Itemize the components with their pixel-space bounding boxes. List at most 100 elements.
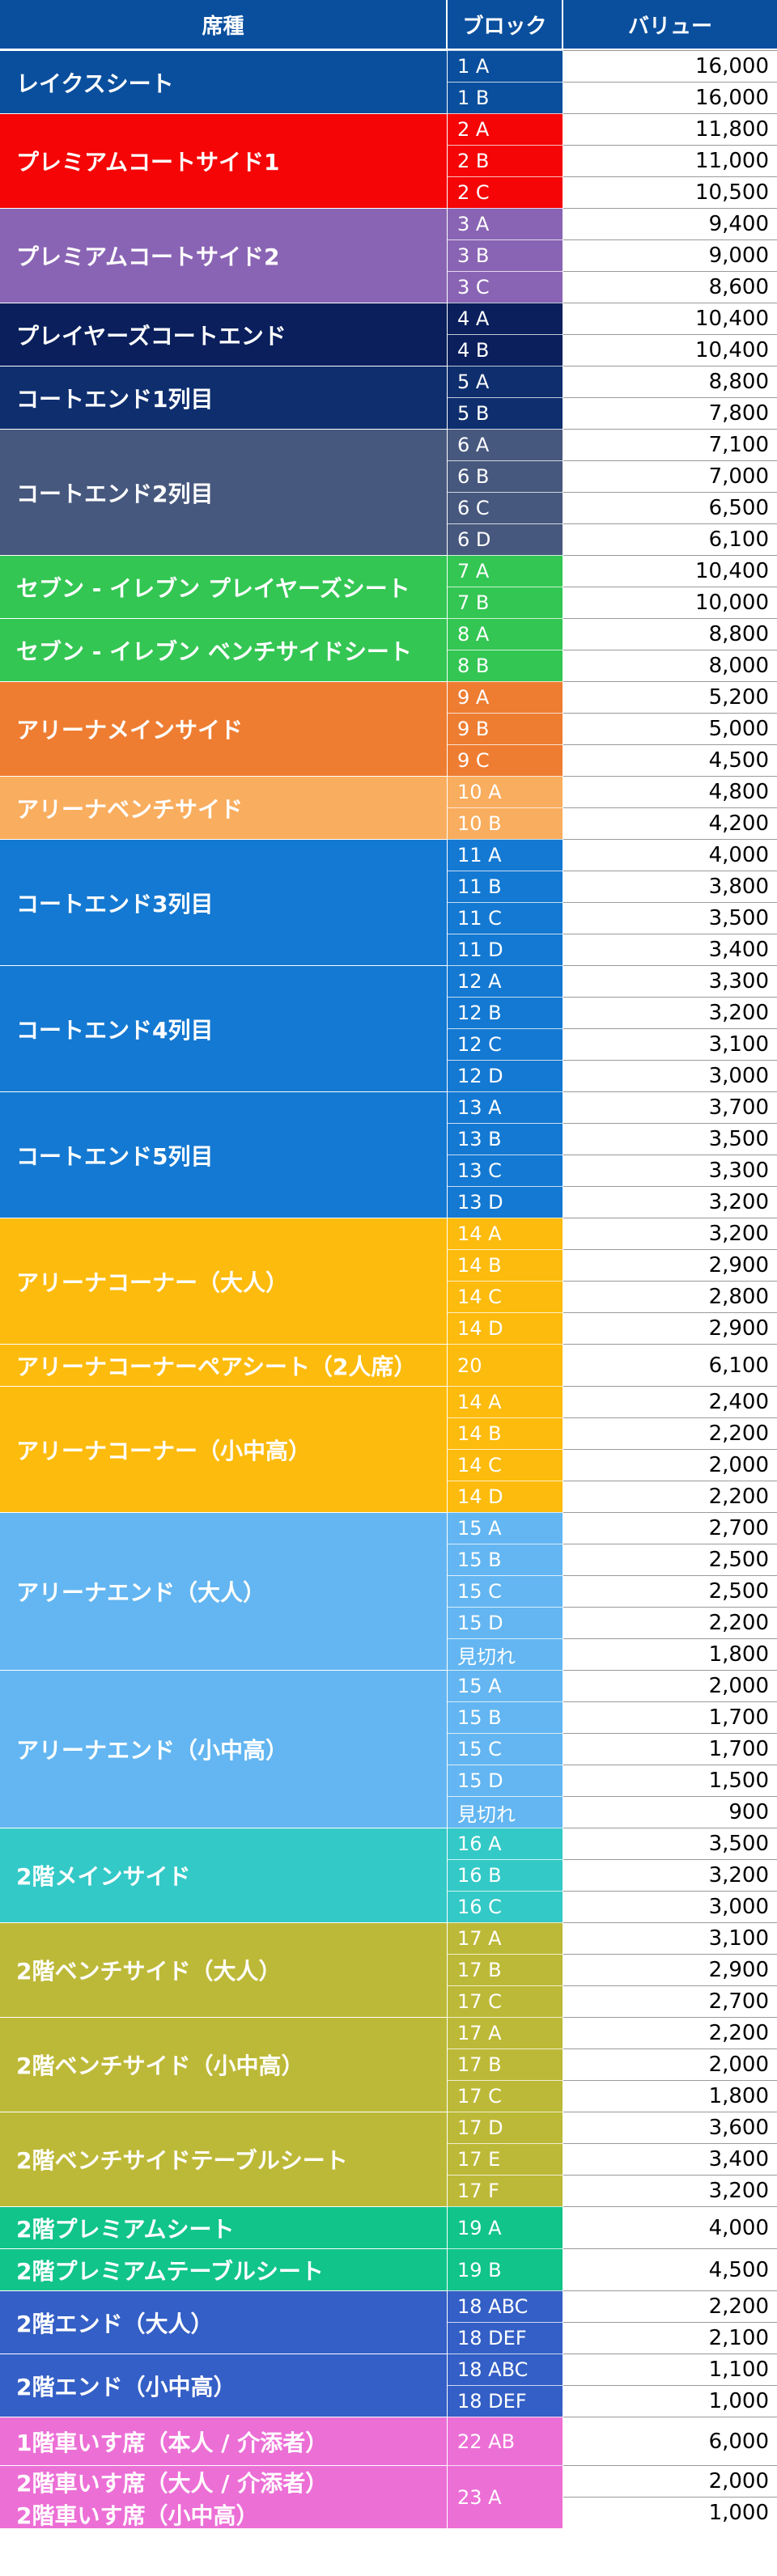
block-cell: 5 B [448,397,563,429]
block-cell: 19 B [448,2248,563,2290]
seat-type-cell: アリーナメインサイド [0,681,448,776]
value-cell: 2,200 [563,2290,777,2322]
block-cell: 11 B [448,871,563,902]
value-cell: 4,500 [563,2248,777,2290]
block-cell: 2 C [448,176,563,208]
value-cell: 3,100 [563,1028,777,1060]
value-cell: 8,800 [563,618,777,650]
header-block: ブロック [448,0,563,50]
block-cell: 14 B [448,1417,563,1449]
seat-type-cell: コートエンド5列目 [0,1091,448,1218]
seat-type-cell: 2階ベンチサイド（大人） [0,1922,448,2017]
value-cell: 11,000 [563,145,777,176]
value-cell: 2,900 [563,1312,777,1344]
seat-type-label: 2階車いす席（大人 / 介添者） [16,2470,329,2497]
block-cell: 17 B [448,1954,563,1985]
value-cell: 9,000 [563,239,777,271]
value-cell: 10,000 [563,587,777,618]
value-cell: 2,000 [563,1449,777,1481]
seat-type-cell: 2階プレミアムシート [0,2206,448,2248]
block-cell: 22 AB [448,2417,563,2465]
value-cell: 8,000 [563,650,777,681]
value-cell: 16,000 [563,50,777,82]
value-cell: 3,000 [563,1891,777,1922]
value-cell: 3,600 [563,2112,777,2143]
value-cell: 2,700 [563,1985,777,2017]
block-cell: 7 B [448,587,563,618]
block-cell: 16 B [448,1859,563,1891]
value-cell: 9,400 [563,208,777,239]
block-cell: 11 A [448,839,563,871]
value-cell: 4,800 [563,776,777,807]
value-cell: 6,500 [563,492,777,523]
block-cell: 4 A [448,303,563,334]
value-cell: 2,700 [563,1512,777,1544]
value-cell: 3,200 [563,1859,777,1891]
block-cell: 15 A [448,1512,563,1544]
value-cell: 10,400 [563,303,777,334]
block-cell: 15 A [448,1670,563,1701]
block-cell: 17 C [448,2080,563,2112]
value-cell: 3,200 [563,1218,777,1249]
value-cell: 3,000 [563,1060,777,1091]
block-cell: 17 B [448,2049,563,2080]
value-cell: 4,000 [563,2206,777,2248]
value-cell: 8,800 [563,366,777,397]
block-cell: 2 B [448,145,563,176]
block-cell: 15 C [448,1575,563,1607]
block-cell: 18 DEF [448,2385,563,2417]
value-cell: 7,800 [563,397,777,429]
block-cell: 8 A [448,618,563,650]
block-cell: 1 B [448,82,563,113]
seat-type-cell: アリーナコーナー（大人） [0,1218,448,1344]
block-cell: 15 B [448,1701,563,1733]
block-cell: 14 D [448,1312,563,1344]
block-cell: 6 A [448,429,563,460]
value-cell: 3,800 [563,871,777,902]
value-cell: 2,200 [563,1481,777,1512]
seat-type-cell: 2階ベンチサイド（小中高） [0,2017,448,2112]
block-cell: 17 A [448,2017,563,2049]
block-cell: 6 D [448,523,563,555]
block-cell: 14 C [448,1281,563,1312]
value-cell: 11,800 [563,113,777,145]
block-cell: 13 A [448,1091,563,1123]
value-cell: 10,400 [563,555,777,587]
value-cell: 6,100 [563,523,777,555]
block-cell: 12 C [448,1028,563,1060]
seat-type-cell: レイクスシート [0,50,448,113]
block-cell: 7 A [448,555,563,587]
value-cell: 3,500 [563,1123,777,1155]
value-cell: 5,200 [563,681,777,713]
block-cell: 14 A [448,1218,563,1249]
block-cell: 15 D [448,1765,563,1796]
block-cell: 3 A [448,208,563,239]
seat-type-cell: 2階エンド（大人） [0,2290,448,2354]
value-cell: 7,100 [563,429,777,460]
block-cell: 23 A [448,2465,563,2528]
value-cell: 900 [563,1796,777,1828]
block-cell: 15 C [448,1733,563,1765]
seat-type-label: 2階車いす席（小中高） [16,2502,259,2528]
header-seat: 席種 [0,0,448,50]
block-cell: 見切れ [448,1638,563,1670]
block-cell: 14 C [448,1449,563,1481]
block-cell: 3 C [448,271,563,303]
block-cell: 5 A [448,366,563,397]
block-cell: 10 B [448,807,563,839]
block-cell: 10 A [448,776,563,807]
value-cell: 2,500 [563,1575,777,1607]
value-cell: 10,400 [563,334,777,366]
value-cell: 1,800 [563,2080,777,2112]
block-cell: 1 A [448,50,563,82]
value-cell: 16,000 [563,82,777,113]
value-cell: 1,000 [563,2385,777,2417]
value-cell: 2,900 [563,1249,777,1281]
seat-type-cell: 2階ベンチサイドテーブルシート [0,2112,448,2206]
seat-type-cell: アリーナエンド（小中高） [0,1670,448,1828]
value-cell: 2,200 [563,1417,777,1449]
block-cell: 19 A [448,2206,563,2248]
block-cell: 14 B [448,1249,563,1281]
value-cell: 2,800 [563,1281,777,1312]
